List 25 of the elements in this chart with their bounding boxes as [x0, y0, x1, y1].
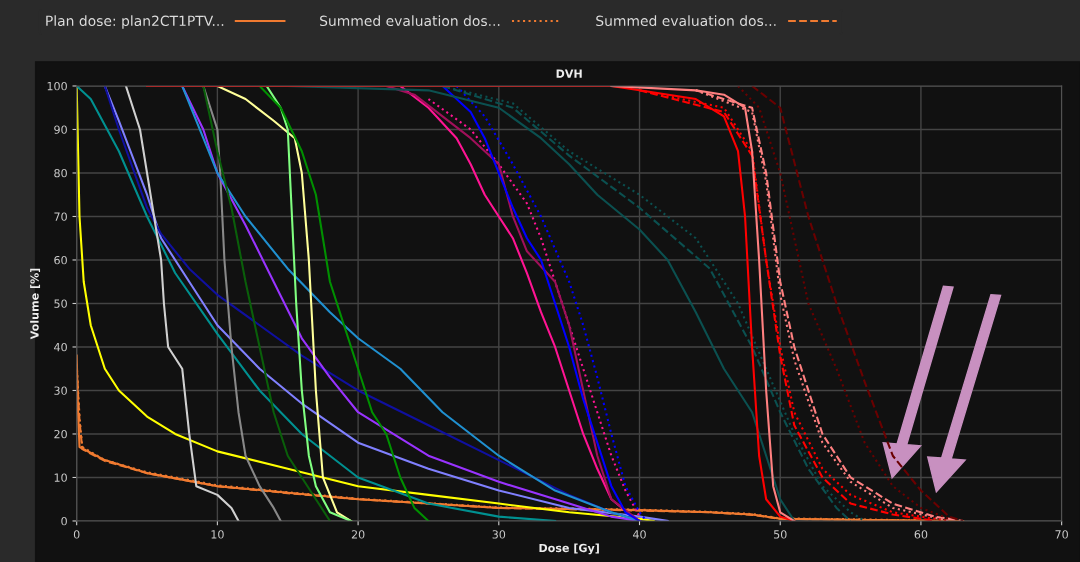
y-tick-label: 0: [61, 516, 67, 526]
legend-label: Summed evaluation dos...: [320, 15, 500, 27]
y-tick-label: 50: [54, 299, 67, 308]
y-axis-title: Volume [%]: [30, 268, 41, 340]
chart-title: DVH: [556, 69, 582, 78]
x-tick-label: 30: [492, 530, 506, 539]
x-tick-label: 60: [914, 530, 928, 539]
legend-label: Summed evaluation dos...: [596, 15, 776, 27]
x-axis-title: Dose [Gy]: [539, 543, 599, 555]
x-tick-label: 50: [774, 530, 787, 539]
y-tick-label: 20: [54, 429, 67, 439]
x-tick-label: 40: [632, 530, 646, 539]
y-tick-label: 100: [47, 81, 67, 91]
y-tick-label: 40: [54, 342, 67, 352]
x-tick-label: 20: [351, 530, 365, 539]
y-tick-label: 90: [54, 125, 67, 134]
y-tick-label: 60: [54, 255, 67, 265]
y-tick-label: 30: [54, 386, 67, 395]
legend-label: Plan dose: plan2CT1PTV...: [46, 15, 224, 29]
y-tick-label: 10: [54, 473, 67, 482]
y-tick-label: 70: [54, 212, 67, 221]
x-tick-label: 70: [1055, 530, 1068, 539]
y-tick-label: 80: [54, 168, 67, 178]
x-tick-label: 0: [73, 530, 80, 539]
x-tick-label: 10: [211, 530, 224, 539]
